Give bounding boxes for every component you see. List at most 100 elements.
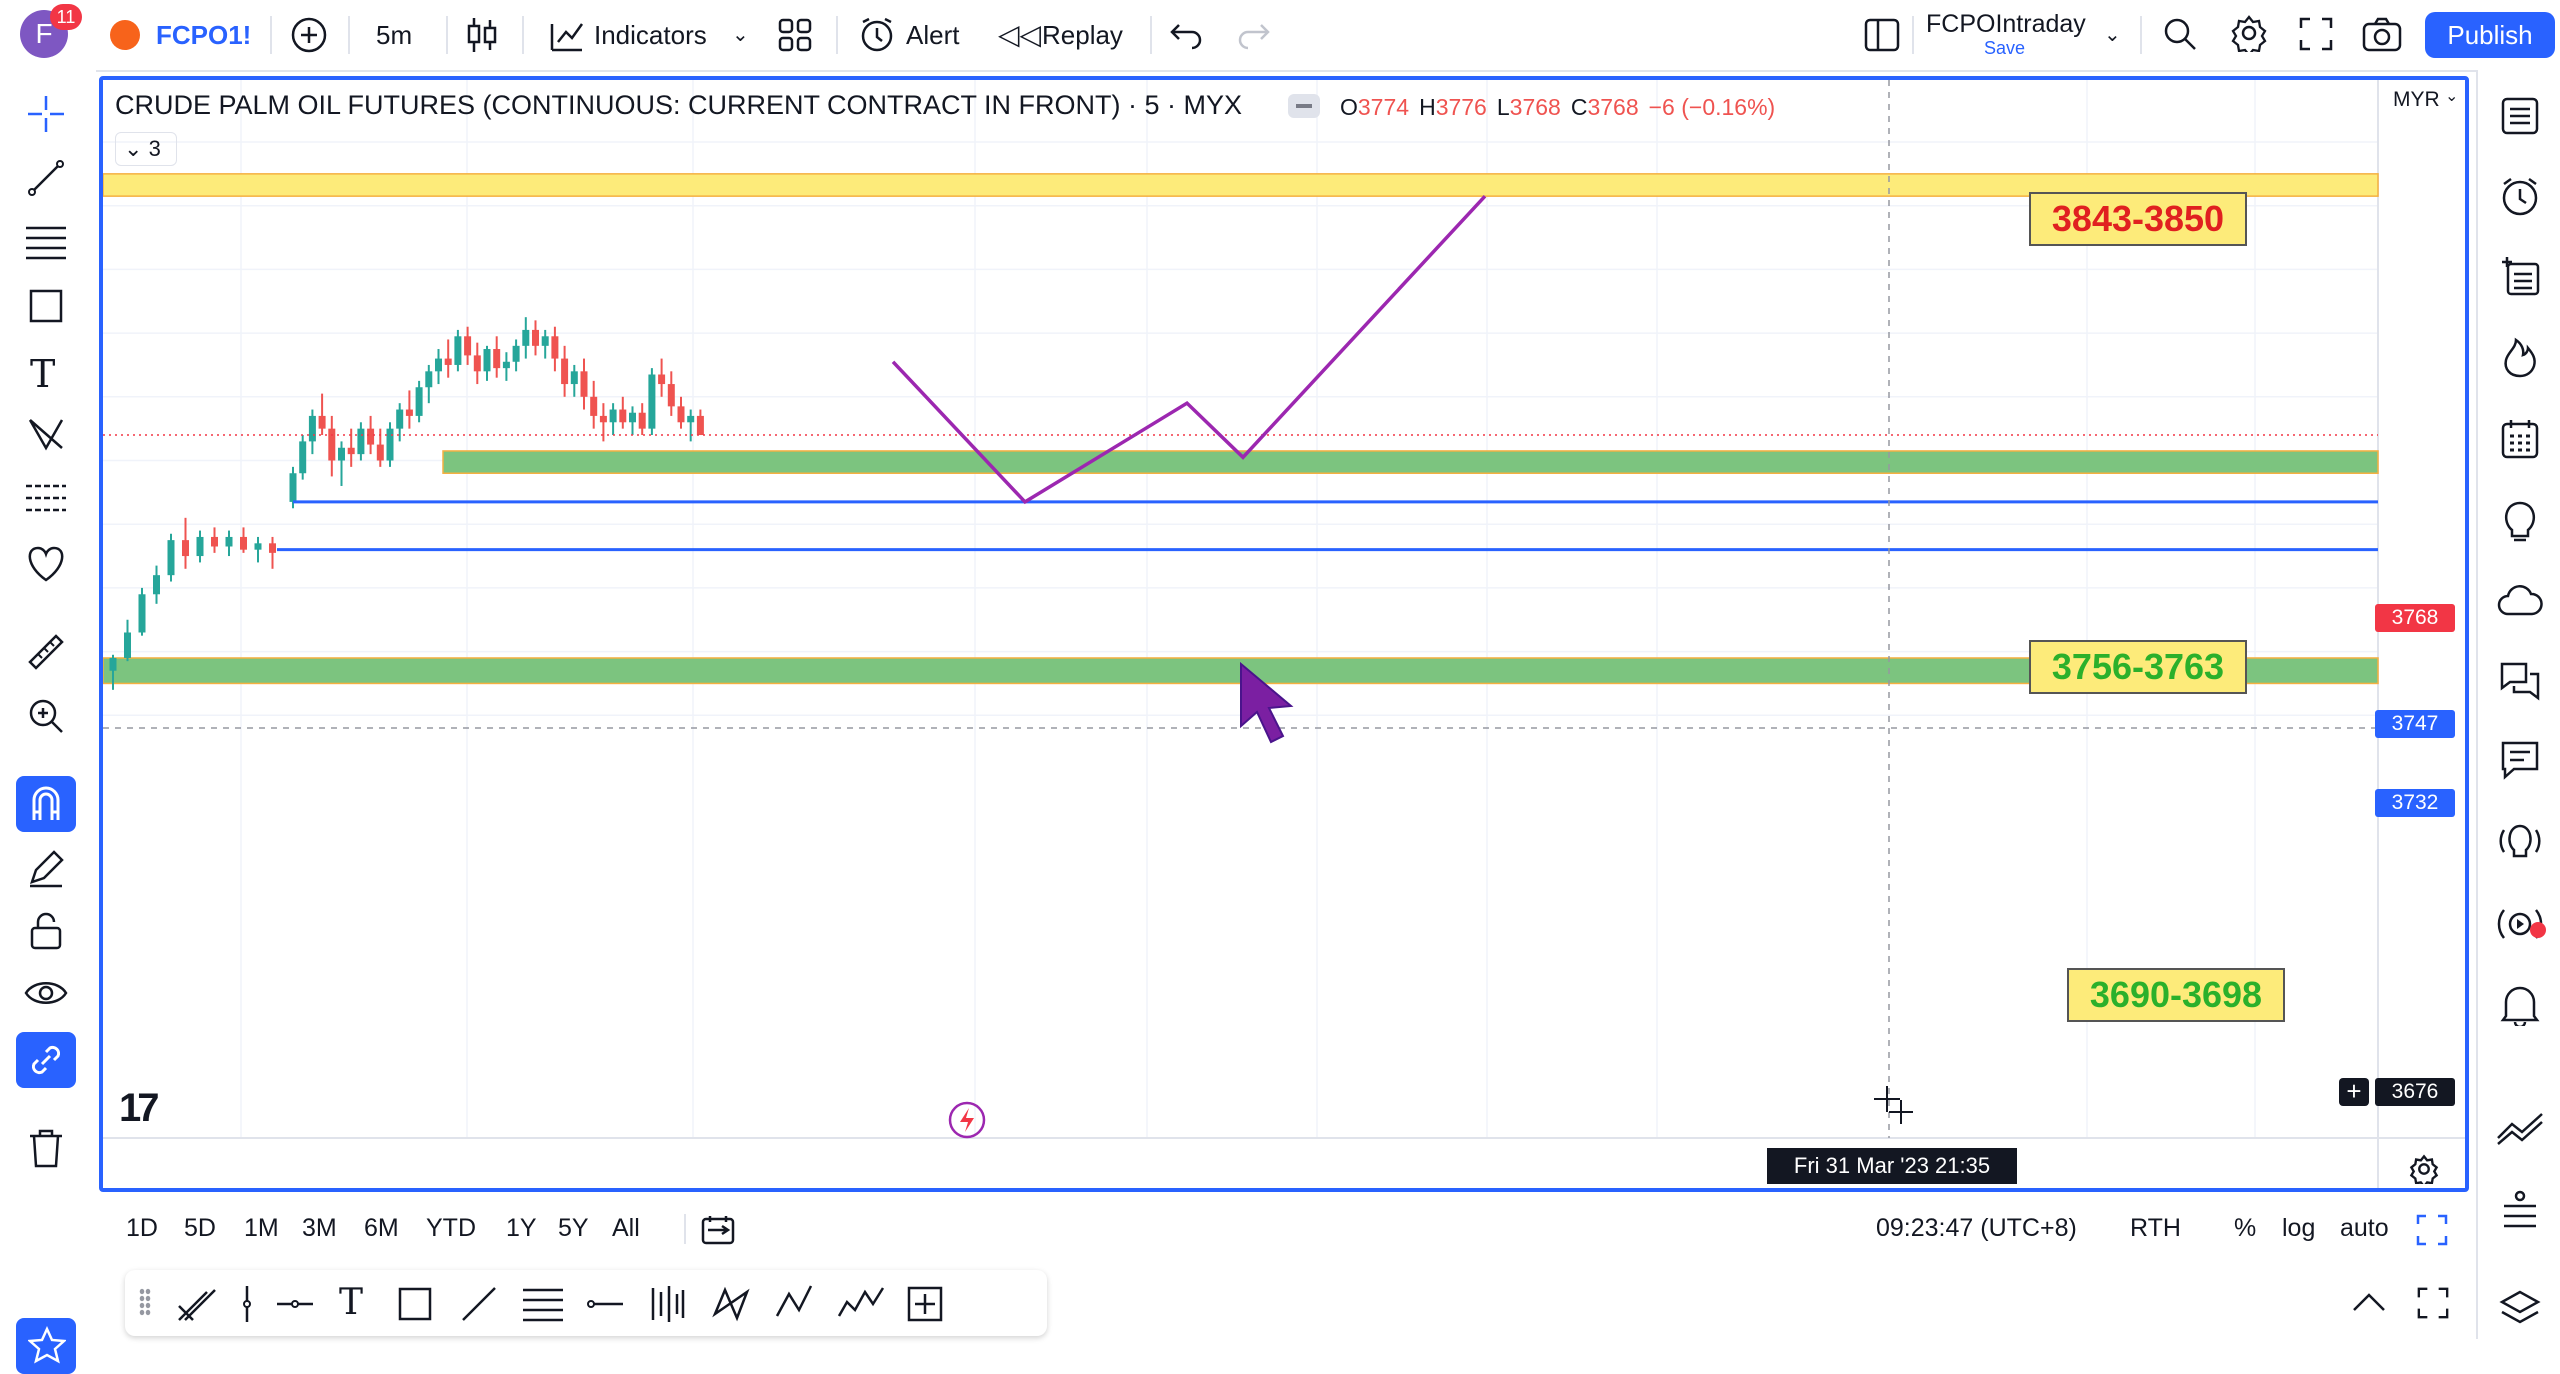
rectangle-icon[interactable] bbox=[395, 1284, 435, 1324]
pattern-icon[interactable] bbox=[711, 1284, 751, 1324]
eye-icon[interactable] bbox=[24, 976, 68, 1010]
layout-name-button[interactable]: FCPOIntraday bbox=[1926, 10, 2086, 38]
clock-alert-icon[interactable] bbox=[2500, 176, 2540, 218]
chart-pane[interactable]: CRUDE PALM OIL FUTURES (CONTINUOUS: CURR… bbox=[99, 76, 2469, 1192]
forecast-icon[interactable] bbox=[24, 478, 68, 518]
range-button-3m[interactable]: 3M bbox=[302, 1214, 337, 1242]
session-button[interactable]: RTH bbox=[2130, 1214, 2181, 1242]
add-symbol-icon[interactable] bbox=[290, 16, 328, 54]
level-line-tag-1[interactable]: 3747 bbox=[2375, 710, 2455, 738]
horizontal-line-icon[interactable] bbox=[275, 1292, 315, 1316]
range-button-ytd[interactable]: YTD bbox=[426, 1214, 476, 1242]
abcd-pattern-icon[interactable] bbox=[773, 1280, 817, 1324]
search-icon[interactable] bbox=[2162, 16, 2198, 52]
chats-icon[interactable] bbox=[2498, 660, 2542, 702]
chart-title[interactable]: CRUDE PALM OIL FUTURES (CONTINUOUS: CURR… bbox=[115, 90, 1243, 120]
object-tree-icon[interactable] bbox=[2500, 1190, 2540, 1232]
currency-label[interactable]: MYR bbox=[2393, 88, 2440, 111]
zone-label-upper[interactable]: 3843-3850 bbox=[2029, 192, 2247, 246]
drag-handle-icon[interactable] bbox=[139, 1288, 151, 1316]
ideas-icon[interactable] bbox=[2502, 500, 2538, 544]
long-position-icon[interactable] bbox=[647, 1284, 687, 1324]
clock-timezone[interactable]: 09:23:47 (UTC+8) bbox=[1876, 1214, 2077, 1242]
multi-line-tool-icon[interactable] bbox=[177, 1286, 217, 1322]
camera-icon[interactable] bbox=[2362, 16, 2402, 52]
range-button-1d[interactable]: 1D bbox=[126, 1214, 158, 1242]
undo-icon[interactable] bbox=[1168, 20, 1204, 50]
zone-label-middle[interactable]: 3756-3763 bbox=[2029, 640, 2247, 694]
text-tool-icon[interactable]: T bbox=[339, 1282, 364, 1323]
rectangle-icon[interactable] bbox=[26, 286, 66, 326]
cloud-icon[interactable] bbox=[2496, 582, 2544, 622]
select-area-icon[interactable] bbox=[905, 1284, 945, 1324]
bulb-broadcast-icon[interactable] bbox=[2496, 820, 2544, 864]
trend-line-icon[interactable] bbox=[459, 1284, 499, 1324]
fullscreen-icon[interactable] bbox=[2416, 1286, 2450, 1320]
range-button-1y[interactable]: 1Y bbox=[506, 1214, 537, 1242]
text-tool-icon[interactable]: T bbox=[30, 352, 56, 396]
pattern-icon[interactable] bbox=[26, 414, 66, 454]
fullscreen-icon[interactable] bbox=[2298, 16, 2334, 52]
interval-button[interactable]: 5m bbox=[376, 20, 413, 50]
range-button-6m[interactable]: 6M bbox=[364, 1214, 399, 1242]
zoom-in-icon[interactable] bbox=[26, 696, 66, 736]
range-button-5d[interactable]: 5D bbox=[184, 1214, 216, 1242]
trend-line-icon[interactable] bbox=[26, 158, 66, 198]
indicators-toggle[interactable]: ⌄ 3 bbox=[115, 132, 177, 166]
vertical-line-icon[interactable] bbox=[235, 1284, 259, 1324]
layout-split-icon[interactable] bbox=[1864, 18, 1900, 52]
chevron-down-icon[interactable]: ⌄ bbox=[732, 24, 749, 46]
level-line-tag-2[interactable]: 3732 bbox=[2375, 789, 2455, 817]
chevron-down-icon[interactable]: ⌄ bbox=[2445, 88, 2459, 105]
alert-icon[interactable] bbox=[858, 16, 896, 54]
maximize-icon[interactable] bbox=[2416, 1214, 2448, 1246]
candle-body bbox=[196, 536, 204, 557]
chevron-down-icon[interactable]: ⌄ bbox=[2104, 24, 2121, 46]
range-button-1m[interactable]: 1M bbox=[244, 1214, 279, 1242]
layers-icon[interactable] bbox=[2498, 1288, 2542, 1332]
price-chart[interactable] bbox=[103, 80, 2465, 1188]
trash-icon[interactable] bbox=[28, 1128, 64, 1168]
templates-icon[interactable] bbox=[778, 18, 812, 52]
chevron-up-icon[interactable] bbox=[2350, 1290, 2388, 1314]
layout-save-label[interactable]: Save bbox=[1984, 38, 2026, 58]
horizontal-ray-icon[interactable] bbox=[585, 1292, 625, 1316]
zone-label-lower[interactable]: 3690-3698 bbox=[2067, 968, 2285, 1022]
notifications-icon[interactable] bbox=[2500, 982, 2540, 1026]
symbol-search-button[interactable]: FCPO1! bbox=[156, 20, 252, 50]
data-window-icon[interactable] bbox=[2500, 256, 2542, 298]
range-button-5y[interactable]: 5Y bbox=[558, 1214, 589, 1242]
go-to-date-icon[interactable] bbox=[700, 1214, 736, 1246]
range-button-all[interactable]: All bbox=[612, 1214, 640, 1242]
magnet-button[interactable] bbox=[16, 776, 76, 832]
gear-icon[interactable] bbox=[2230, 14, 2268, 52]
calendar-icon[interactable] bbox=[2500, 418, 2540, 460]
elliott-wave-icon[interactable] bbox=[837, 1280, 885, 1324]
percent-scale-button[interactable]: % bbox=[2234, 1214, 2257, 1242]
fib-lines-icon[interactable] bbox=[521, 1284, 565, 1324]
lightning-icon[interactable] bbox=[947, 1100, 987, 1140]
lock-icon[interactable] bbox=[28, 910, 64, 950]
fib-lines-icon[interactable] bbox=[24, 222, 68, 262]
hotlist-icon[interactable] bbox=[2500, 336, 2540, 380]
watchlist-icon[interactable] bbox=[2500, 96, 2540, 136]
draw-mode-icon[interactable] bbox=[26, 848, 66, 888]
trading-panel-icon[interactable] bbox=[2496, 1110, 2544, 1146]
add-alert-plus-icon[interactable]: + bbox=[2339, 1078, 2369, 1106]
indicators-icon[interactable] bbox=[548, 14, 584, 54]
alert-button[interactable]: Alert bbox=[906, 20, 960, 50]
indicators-button[interactable]: Indicators bbox=[594, 20, 707, 50]
redo-icon[interactable] bbox=[1236, 20, 1272, 50]
axis-settings-icon[interactable] bbox=[2409, 1154, 2439, 1184]
ruler-icon[interactable] bbox=[26, 632, 66, 672]
rewind-icon[interactable]: ◁◁ bbox=[998, 19, 1042, 50]
replay-button[interactable]: Replay bbox=[1042, 20, 1123, 50]
comments-icon[interactable] bbox=[2500, 740, 2540, 782]
log-scale-button[interactable]: log bbox=[2282, 1214, 2316, 1242]
candle-style-icon[interactable] bbox=[462, 14, 502, 56]
heart-icon[interactable] bbox=[24, 544, 68, 584]
tradingview-logo[interactable]: 17 bbox=[119, 1086, 159, 1130]
auto-scale-button[interactable]: auto bbox=[2340, 1214, 2389, 1242]
crosshair-icon[interactable] bbox=[26, 94, 66, 134]
publish-button[interactable]: Publish bbox=[2425, 12, 2555, 58]
